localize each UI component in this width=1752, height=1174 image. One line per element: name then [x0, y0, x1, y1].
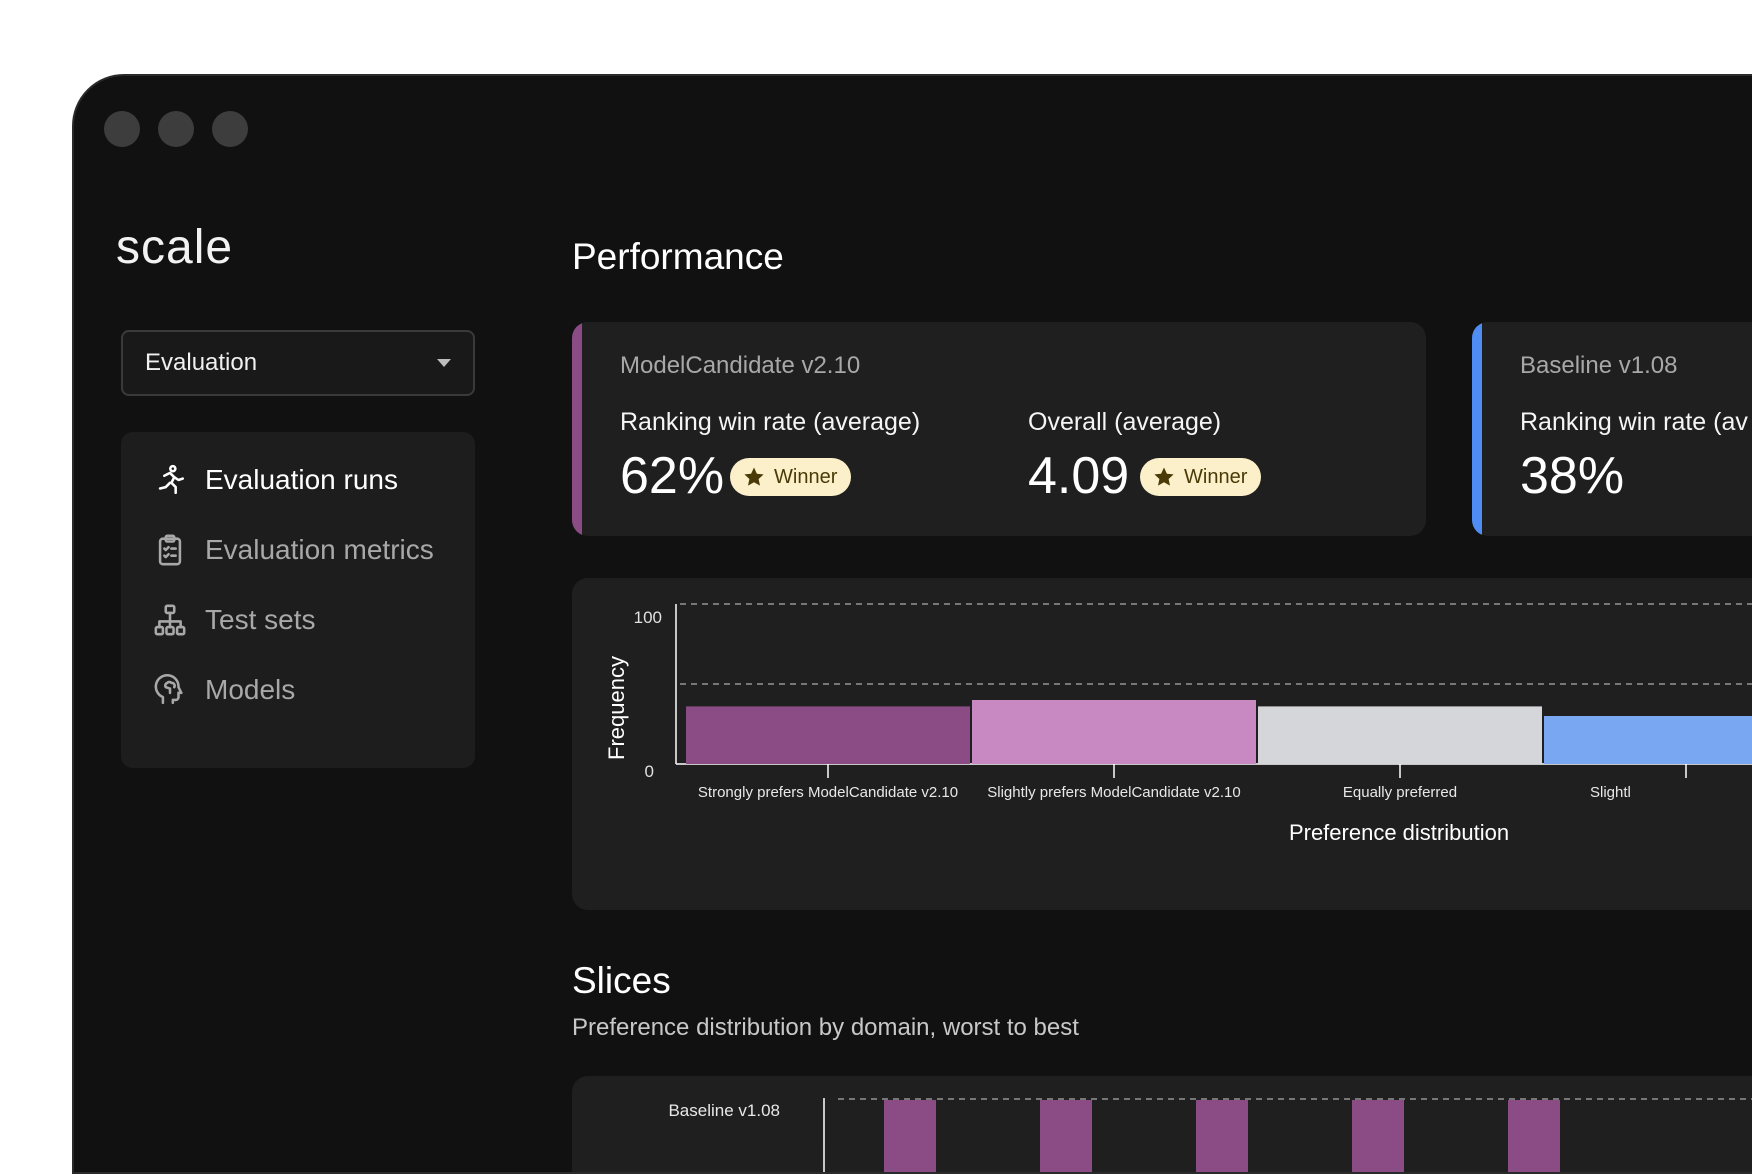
sidebar-nav: Evaluation runs Evaluation metrics Test … [121, 432, 475, 768]
card-accent [572, 322, 582, 536]
chart-bar[interactable] [1544, 716, 1752, 764]
window-close-dot[interactable] [104, 111, 140, 147]
metric-label: Overall (average) [1028, 408, 1222, 436]
badge-label: Winner [1184, 465, 1248, 488]
sidebar-item-label: Evaluation runs [205, 464, 399, 495]
sidebar-item-evaluation-metrics[interactable]: Evaluation metrics [153, 522, 434, 578]
app-window: scale Evaluation Evaluation runs Evaluat… [72, 74, 1752, 1174]
chart-bar[interactable] [972, 700, 1256, 764]
star-icon [744, 467, 764, 486]
x-tick-label: Slightly prefers ModelCandidate v2.10 [987, 784, 1240, 801]
winner-badge: Winner [1140, 458, 1262, 496]
model-name: ModelCandidate v2.10 [620, 352, 861, 379]
slices-bar[interactable] [1040, 1100, 1092, 1174]
slices-row-label: Baseline v1.08 [668, 1101, 780, 1120]
model-name: Baseline v1.08 [1520, 352, 1678, 379]
chevron-down-icon [437, 359, 451, 367]
scale-logo: scale [116, 221, 234, 274]
metric-label: Ranking win rate (average) [620, 408, 921, 436]
star-icon [1154, 467, 1174, 486]
metric-value: 4.09 [1028, 447, 1130, 505]
y-axis-label: Frequency [604, 656, 629, 760]
hierarchy-icon [154, 604, 186, 636]
clipboard-checklist-icon [158, 534, 182, 566]
metric-value: 38% [1520, 447, 1625, 505]
y-tick-label-100: 100 [634, 608, 662, 627]
metric-label: Ranking win rate (av [1520, 408, 1748, 436]
window-minimize-dot[interactable] [158, 111, 194, 147]
slices-chart-panel: Baseline v1.08 [572, 1076, 1752, 1174]
winner-badge: Winner [730, 458, 852, 496]
model-card-baseline: Baseline v1.08 Ranking win rate (av 38% [1472, 322, 1752, 536]
preference-chart-panel: Frequency 100 0 Strongly prefers ModelCa… [572, 578, 1752, 910]
x-tick-label: Strongly prefers ModelCandidate v2.10 [698, 784, 958, 801]
sidebar-item-label: Test sets [205, 604, 316, 635]
slices-bar[interactable] [1352, 1100, 1404, 1174]
sidebar-item-label: Models [205, 674, 296, 705]
card-accent [1472, 322, 1482, 536]
x-tick-label: Equally preferred [1343, 784, 1457, 801]
slices-bar[interactable] [884, 1100, 936, 1174]
running-person-icon [158, 464, 185, 495]
metric-value: 62% [620, 447, 725, 505]
workspace-selector[interactable]: Evaluation [121, 330, 475, 396]
slices-heading: Slices [572, 960, 671, 1001]
chart-bar[interactable] [1258, 706, 1542, 764]
badge-label: Winner [774, 465, 838, 488]
slices-subtitle: Preference distribution by domain, worst… [572, 1014, 1079, 1041]
chart-bar[interactable] [686, 706, 970, 764]
sidebar-item-models[interactable]: Models [153, 662, 295, 718]
slices-chart: Baseline v1.08 [668, 1098, 1752, 1174]
slices-bar[interactable] [1196, 1100, 1248, 1174]
brain-head-icon [154, 674, 183, 705]
sidebar-item-evaluation-runs[interactable]: Evaluation runs [153, 452, 398, 508]
x-tick-label: Slightl [1590, 784, 1631, 801]
window-maximize-dot[interactable] [212, 111, 248, 147]
model-card-candidate: ModelCandidate v2.10 Ranking win rate (a… [572, 322, 1426, 536]
workspace-selector-value: Evaluation [145, 349, 258, 376]
y-tick-label-0: 0 [645, 762, 654, 781]
sidebar-item-test-sets[interactable]: Test sets [153, 592, 315, 648]
slices-bar[interactable] [1508, 1100, 1560, 1174]
x-axis-title: Preference distribution [1289, 820, 1509, 845]
preference-distribution-chart: Frequency 100 0 Strongly prefers ModelCa… [604, 603, 1752, 845]
sidebar-item-label: Evaluation metrics [205, 534, 434, 565]
performance-heading: Performance [572, 236, 784, 277]
